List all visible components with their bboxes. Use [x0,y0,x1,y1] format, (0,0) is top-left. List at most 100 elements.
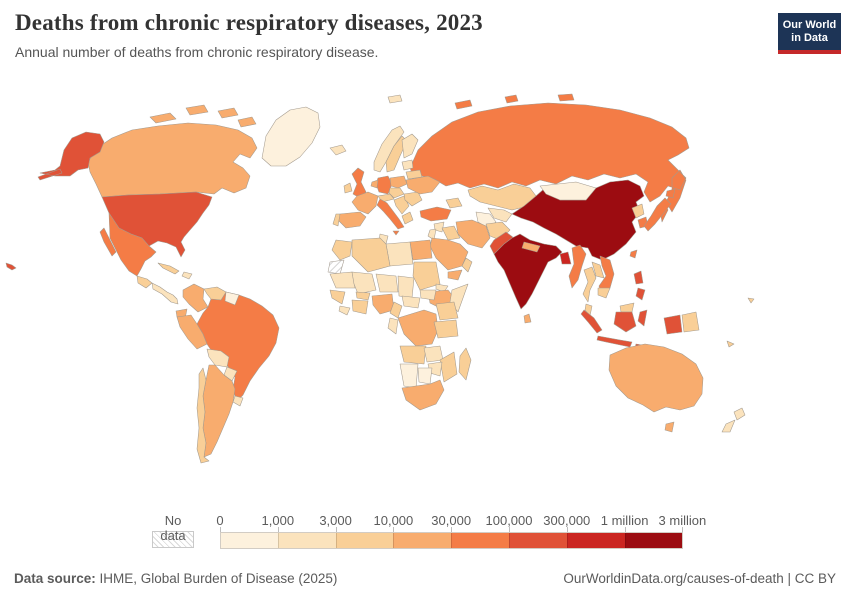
country-bangladesh[interactable] [559,251,572,265]
country-mexico[interactable] [99,212,157,277]
country-sri-lanka[interactable] [523,313,532,324]
country-mali[interactable] [351,271,377,295]
country-mongolia[interactable] [539,181,597,201]
country-iran[interactable] [455,219,491,249]
country-angola[interactable] [399,345,427,365]
country-india[interactable] [493,233,563,310]
country-central-america[interactable] [151,282,179,305]
country-south-sudan[interactable] [419,289,437,301]
country-burkina-faso[interactable] [355,291,371,301]
legend-bin-swatch[interactable] [624,533,683,548]
country-sudan[interactable] [412,261,441,291]
country-caucasus[interactable] [445,197,463,209]
country-dr-congo[interactable] [397,309,439,347]
country-united-states[interactable] [5,131,213,271]
country-indonesia[interactable] [580,309,683,351]
country-western-sahara[interactable] [327,259,345,275]
legend-bin-swatch[interactable] [335,533,394,548]
country-cambodia[interactable] [597,287,611,299]
country-niger[interactable] [375,273,399,293]
country-iceland[interactable] [329,144,347,156]
country-cote-divoire-ghana[interactable] [351,299,369,315]
country-taiwan[interactable] [629,249,638,259]
country-tanzania[interactable] [433,319,459,339]
country-baltics[interactable] [401,159,414,171]
country-canada[interactable] [87,104,258,198]
footer-link[interactable]: OurWorldinData.org/causes-of-death | CC … [563,571,836,586]
country-belarus[interactable] [405,169,423,180]
country-madagascar[interactable] [458,347,472,381]
country-liberia-sierra-leone[interactable] [338,305,351,316]
country-laos[interactable] [591,261,605,279]
country-syria[interactable] [433,221,445,233]
country-philippines[interactable] [633,270,646,301]
country-mozambique[interactable] [439,351,458,383]
country-south-africa[interactable] [401,379,445,411]
country-france[interactable] [351,191,379,215]
country-yemen[interactable] [447,269,463,281]
country-myanmar[interactable] [568,244,587,289]
legend-bin-swatch[interactable] [221,533,278,548]
country-norway[interactable] [373,94,405,173]
legend-tick-label: 100,000 [485,513,533,528]
page-title: Deaths from chronic respiratory diseases… [15,10,483,35]
country-guatemala[interactable] [136,275,153,289]
country-portugal[interactable] [332,213,341,227]
country-mauritania[interactable] [329,271,356,289]
country-poland[interactable] [389,175,408,189]
country-morocco[interactable] [331,239,353,261]
country-romania[interactable] [403,191,423,207]
legend-bin-swatch[interactable] [451,533,509,548]
owid-logo[interactable]: Our World in Data [778,13,841,54]
country-north-korea[interactable] [631,203,645,219]
country-nigeria[interactable] [371,293,395,315]
country-nepal[interactable] [521,241,541,253]
country-united-kingdom[interactable] [351,167,367,199]
legend-bin-swatch[interactable] [277,533,336,548]
country-australia[interactable] [608,343,704,433]
country-peru[interactable] [176,314,208,350]
country-iraq[interactable] [441,225,461,241]
country-russia[interactable] [409,93,690,223]
country-ukraine[interactable] [405,175,441,195]
legend-bin-swatch[interactable] [393,533,452,548]
country-cuba[interactable] [157,262,180,275]
country-botswana[interactable] [417,367,433,385]
country-finland[interactable] [401,133,419,159]
country-senegal-guinea[interactable] [329,289,346,305]
country-uzbekistan[interactable] [487,207,513,223]
country-uruguay[interactable] [232,395,244,407]
legend-no-data-swatch[interactable] [152,531,194,548]
country-new-zealand[interactable] [721,407,746,433]
country-oman[interactable] [461,257,473,273]
country-italy[interactable] [376,198,405,236]
country-colombia[interactable] [182,283,209,313]
country-venezuela[interactable] [203,286,227,301]
country-pacific-islands[interactable] [726,297,755,348]
country-libya[interactable] [385,241,414,267]
country-japan[interactable] [643,188,676,232]
legend-bin-swatch[interactable] [566,533,625,548]
country-gabon-congo[interactable] [387,317,399,335]
country-benelux[interactable] [370,179,379,189]
country-czechia-hungary[interactable] [388,187,405,199]
country-ireland[interactable] [343,182,353,194]
country-algeria[interactable] [351,237,391,273]
country-greenland[interactable] [261,106,321,167]
country-chile[interactable] [196,367,210,464]
legend-bin-swatch[interactable] [508,533,567,548]
country-hispaniola[interactable] [181,271,193,280]
country-turkey[interactable] [419,206,452,222]
country-central-african-republic[interactable] [401,295,421,309]
owid-url-link[interactable]: OurWorldinData.org/causes-of-death | CC … [563,571,836,586]
country-spain[interactable] [337,211,367,229]
country-namibia[interactable] [399,363,419,389]
country-chad[interactable] [397,275,415,299]
country-greece[interactable] [401,211,414,225]
country-papua-new-guinea[interactable] [681,311,700,333]
legend-color-bar [220,532,684,549]
country-thailand[interactable] [582,266,597,303]
country-guyana[interactable] [224,291,240,306]
country-uganda-kenya[interactable] [435,301,459,321]
country-egypt[interactable] [409,239,433,261]
